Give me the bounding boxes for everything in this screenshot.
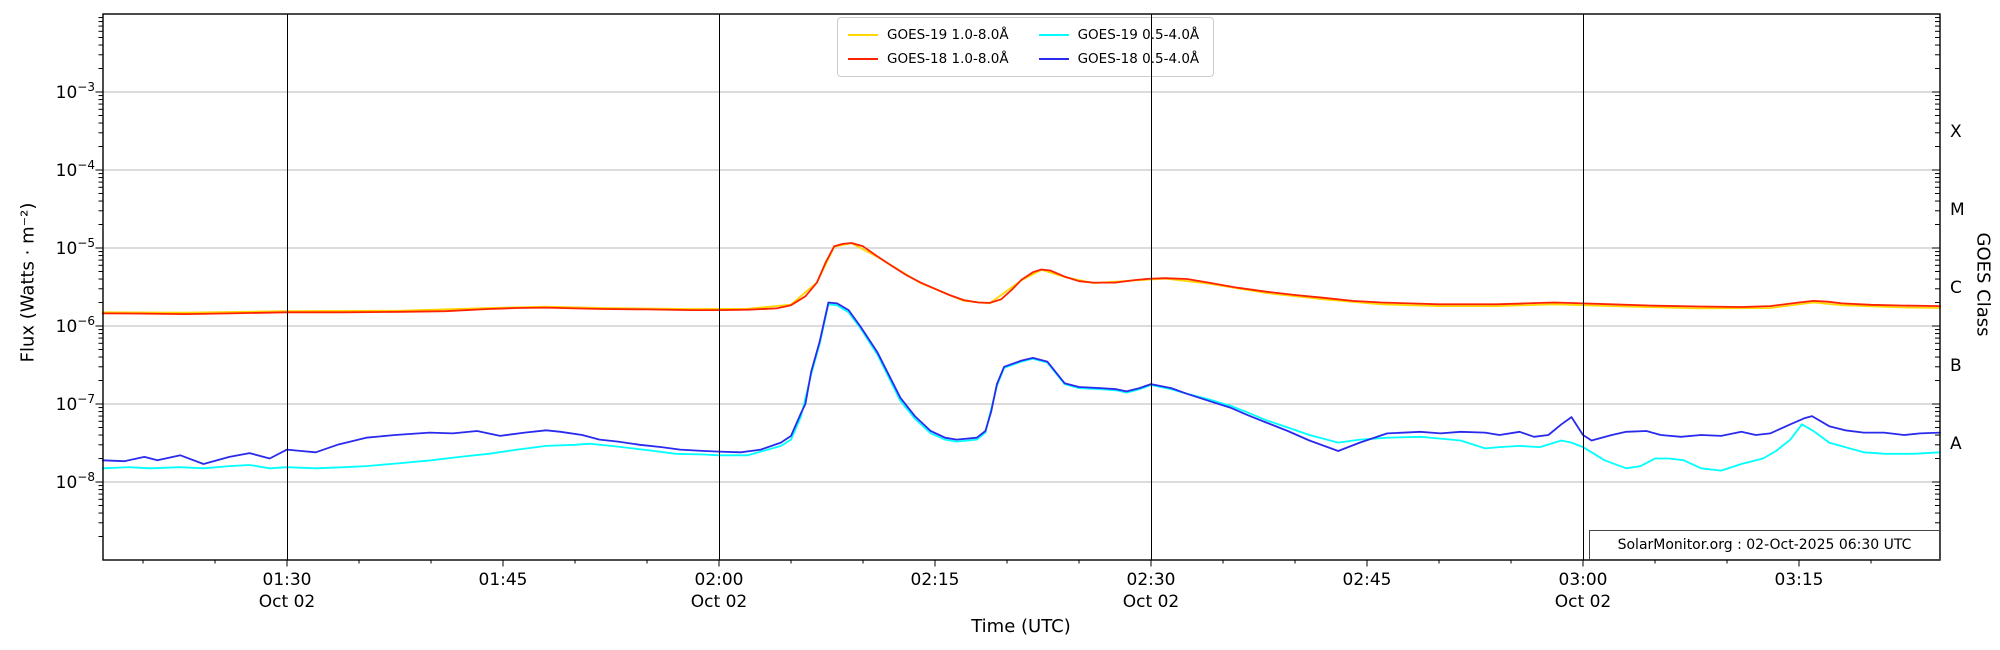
legend-item-0: GOES-19 1.0-8.0Å xyxy=(848,24,1009,46)
x-tick-label: 02:15 xyxy=(911,570,960,590)
y-gridlines xyxy=(103,91,1940,483)
legend: GOES-19 1.0-8.0Å GOES-18 1.0-8.0Å GOES-19 … xyxy=(837,17,1215,77)
x-tick-date-label: Oct 02 xyxy=(691,592,747,612)
legend-item-1: GOES-18 1.0-8.0Å xyxy=(848,48,1009,70)
legend-item-2: GOES-19 0.5-4.0Å xyxy=(1038,24,1200,46)
x-tick-label: 01:30 xyxy=(263,570,312,590)
x-tick-label: 02:30 xyxy=(1127,570,1176,590)
x-tick-label: 03:00 xyxy=(1559,570,1608,590)
x-tick-label: 01:45 xyxy=(479,570,528,590)
timestamp-annotation: SolarMonitor.org : 02-Oct-2025 06:30 UTC xyxy=(1589,530,1940,560)
legend-item-label: GOES-18 0.5-4.0Å xyxy=(1077,51,1200,67)
series-goes-18-0-5-4-0a xyxy=(101,301,1941,465)
y-axis-title: Flux (Watts · m⁻²) xyxy=(17,202,39,363)
goes-class-labels: X M C B A xyxy=(1950,122,1965,454)
x-tick-label: 02:00 xyxy=(695,570,744,590)
right-axis-title: GOES Class xyxy=(1972,232,1994,337)
x-tick-date-label: Oct 02 xyxy=(1123,592,1179,612)
goes-class-label-a: A xyxy=(1950,434,1962,454)
vertical-gridline-0300 xyxy=(1582,14,1584,560)
legend-line-swatch-icon xyxy=(848,58,878,60)
legend-item-label: GOES-19 1.0-8.0Å xyxy=(887,27,1009,43)
plot-border xyxy=(102,13,1941,561)
goes-class-label-m: M xyxy=(1950,200,1965,220)
vertical-gridline-0200 xyxy=(718,14,720,560)
series-goes-18-1-0-8-0a xyxy=(101,242,1941,315)
goes-class-label-x: X xyxy=(1950,122,1962,142)
series-lines xyxy=(101,242,1941,472)
vertical-gridline-0130 xyxy=(286,14,288,560)
x-axis-title: Time (UTC) xyxy=(971,616,1071,637)
vertical-gridline-0230 xyxy=(1150,14,1152,560)
x-tick-date-label: Oct 02 xyxy=(259,592,315,612)
axis-ticks xyxy=(95,17,1940,567)
goes-class-label-b: B xyxy=(1950,356,1962,376)
legend-item-label: GOES-18 1.0-8.0Å xyxy=(887,51,1009,67)
legend-item-label: GOES-19 0.5-4.0Å xyxy=(1077,27,1200,43)
x-tick-label: 03:15 xyxy=(1775,570,1824,590)
goes-class-label-c: C xyxy=(1950,278,1962,298)
x-tick-date-label: Oct 02 xyxy=(1555,592,1611,612)
legend-item-3: GOES-18 0.5-4.0Å xyxy=(1038,48,1200,70)
legend-line-swatch-icon xyxy=(1038,34,1069,36)
legend-line-swatch-icon xyxy=(848,34,878,36)
x-tick-label: 02:45 xyxy=(1343,570,1392,590)
legend-line-swatch-icon xyxy=(1038,58,1069,60)
